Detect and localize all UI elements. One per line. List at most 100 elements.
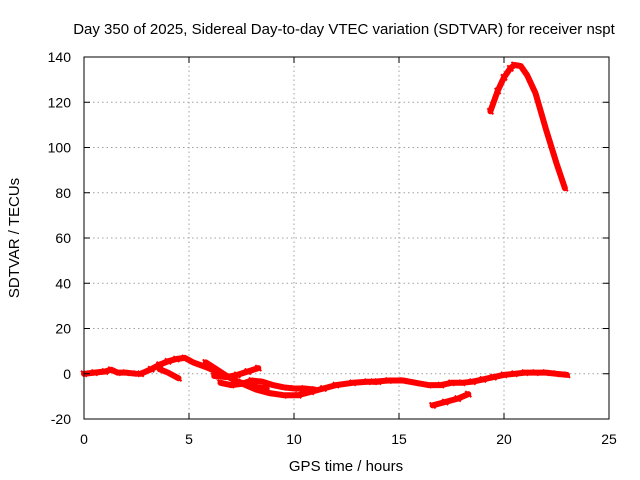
data-point [244,367,252,376]
data-point [521,368,529,377]
data-point [202,358,210,367]
y-tick-label: 20 [55,321,71,337]
data-point [363,377,372,386]
data-point [332,381,340,389]
x-tick-label: 15 [391,431,407,447]
y-tick-label: 0 [63,366,71,382]
data-point [561,184,569,192]
data-point [542,368,550,377]
data-point [233,371,242,379]
data-point [90,368,99,377]
data-traces [80,61,571,410]
data-point [563,371,571,379]
data-point [464,390,473,398]
y-tick-label: -20 [51,411,71,427]
data-point [441,398,449,406]
data-point [454,394,462,403]
data-point [248,376,256,385]
data-point [279,391,288,399]
data-point [486,107,495,116]
data-point [212,365,221,373]
y-tick-label: 60 [55,230,71,246]
data-point [223,373,231,381]
data-point [510,370,519,378]
data-point [311,385,319,394]
data-point [319,384,328,393]
data-point [489,373,498,381]
data-point [164,368,172,377]
y-tick-label: 80 [55,185,71,201]
data-point [399,376,407,385]
data-point [500,371,508,379]
data-series-arc-8 [429,391,472,409]
data-point [210,372,218,380]
data-point [517,62,525,70]
y-tick-label: 120 [48,94,72,110]
data-point [254,383,263,392]
data-point [174,374,183,382]
data-point [189,358,197,367]
data-point [424,381,433,389]
data-point [531,368,540,377]
data-point [258,377,267,386]
data-point [384,376,393,385]
data-point [279,383,288,392]
data-point [164,357,172,366]
data-point [510,61,519,69]
data-point [506,64,515,73]
data-point [227,381,235,389]
data-point [269,381,277,389]
data-point [172,355,181,363]
data-point [531,89,540,97]
axis-ticks [83,56,610,420]
data-point [122,368,130,377]
data-point [447,379,456,387]
x-tick-labels: 0 5 10 15 20 25 [80,431,617,447]
data-point [437,381,445,389]
x-tick-label: 10 [286,431,302,447]
data-point [262,384,271,393]
data-point [181,354,189,362]
data-point [300,384,309,393]
data-point [542,125,550,134]
data-series-arc-7 [370,369,570,389]
data-point [202,363,210,371]
data-point [237,380,246,388]
data-point [458,379,466,387]
x-tick-label: 0 [80,431,88,447]
x-tick-label: 20 [496,431,512,447]
data-point [101,367,109,376]
chart-title: Day 350 of 2025, Sidereal Day-to-day VTE… [73,21,615,38]
data-point [468,377,477,386]
data-point [254,364,263,372]
data-point [136,370,145,378]
data-point [552,370,561,378]
y-tick-label: 100 [48,140,72,156]
data-point [428,401,437,410]
data-point [294,391,302,399]
data-point [412,379,420,387]
y-tick-label: 40 [55,275,71,291]
y-tick-labels: -20 0 20 40 60 80 100 120 140 [48,49,72,427]
data-point [479,375,487,384]
data-point [107,365,116,374]
data-point [552,159,561,168]
x-axis-label: GPS time / hours [289,458,403,475]
data-point [147,365,155,373]
data-series-arc-9 [487,61,568,192]
data-point [290,384,298,393]
x-tick-label: 5 [185,431,193,447]
data-point [216,379,225,387]
y-tick-label: 140 [48,49,72,65]
data-point [500,73,508,82]
data-point [370,377,378,386]
data-series-arc-6 [217,377,318,393]
data-point [155,365,164,373]
data-point [523,71,531,79]
data-point [493,87,502,95]
data-point [349,379,357,387]
x-tick-label: 25 [601,431,617,447]
data-point [113,368,122,377]
data-point [155,360,164,369]
